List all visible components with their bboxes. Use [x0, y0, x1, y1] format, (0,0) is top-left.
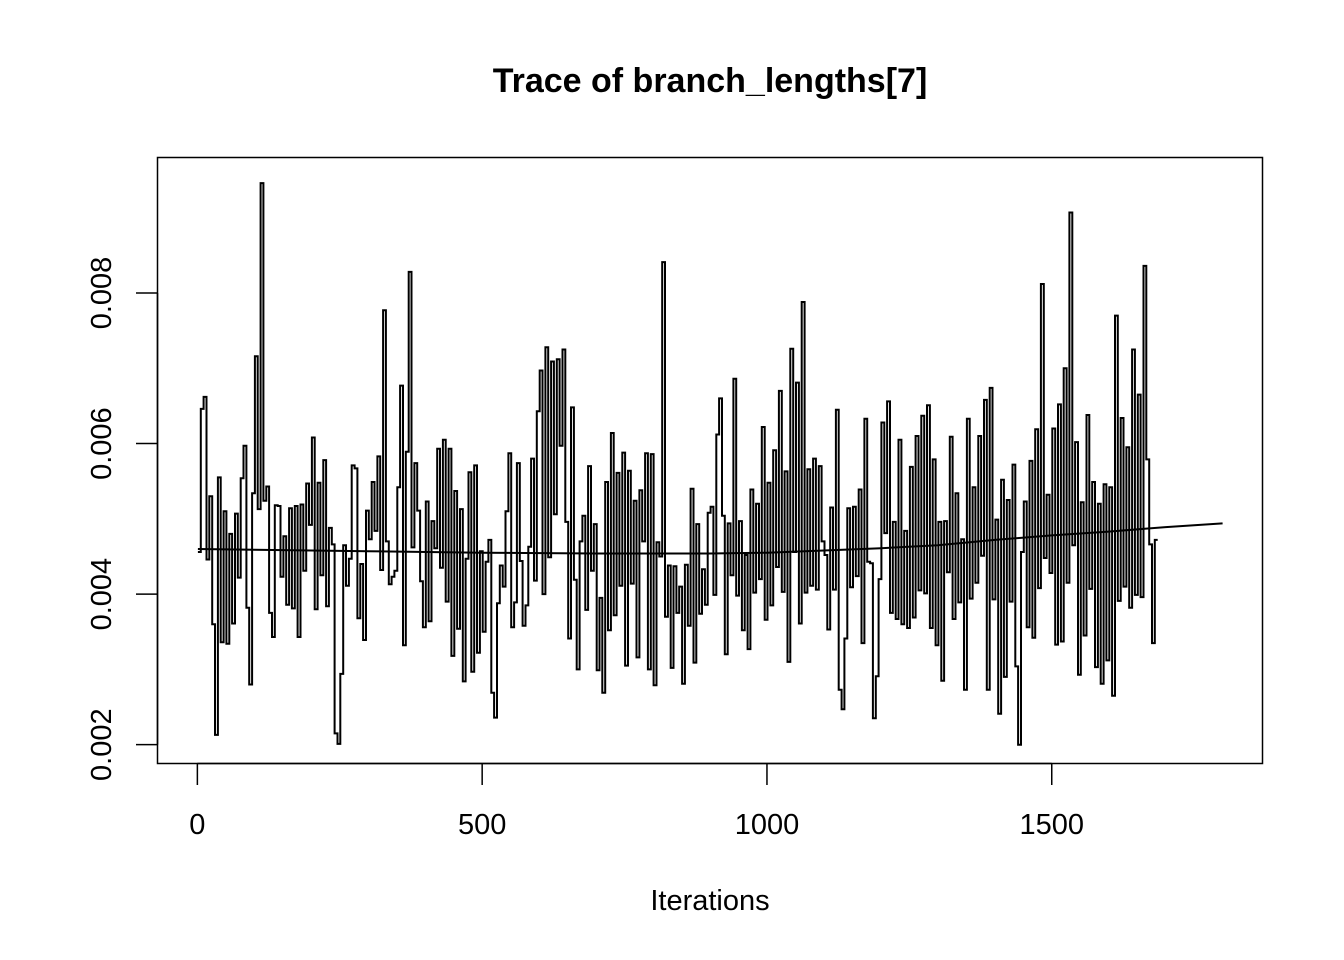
- plot-series: [197, 182, 1223, 746]
- y-tick-label: 0.004: [86, 558, 118, 631]
- y-axis: 0.002 0.004 0.006 0.008: [86, 257, 159, 781]
- x-tick-label: 500: [458, 809, 506, 841]
- x-axis: 0 500 1000 1500: [189, 762, 1084, 841]
- x-tick-label: 0: [189, 809, 205, 841]
- y-tick-label: 0.006: [86, 407, 118, 480]
- running-mean-line: [197, 522, 1223, 555]
- trace-line: [197, 182, 1158, 746]
- x-tick-label: 1000: [735, 809, 800, 841]
- x-axis-title: Iterations: [650, 885, 769, 917]
- x-tick-label: 1500: [1019, 809, 1084, 841]
- y-tick-label: 0.002: [86, 708, 118, 781]
- y-tick-label: 0.008: [86, 257, 118, 330]
- chart-title: Trace of branch_lengths[7]: [493, 62, 928, 100]
